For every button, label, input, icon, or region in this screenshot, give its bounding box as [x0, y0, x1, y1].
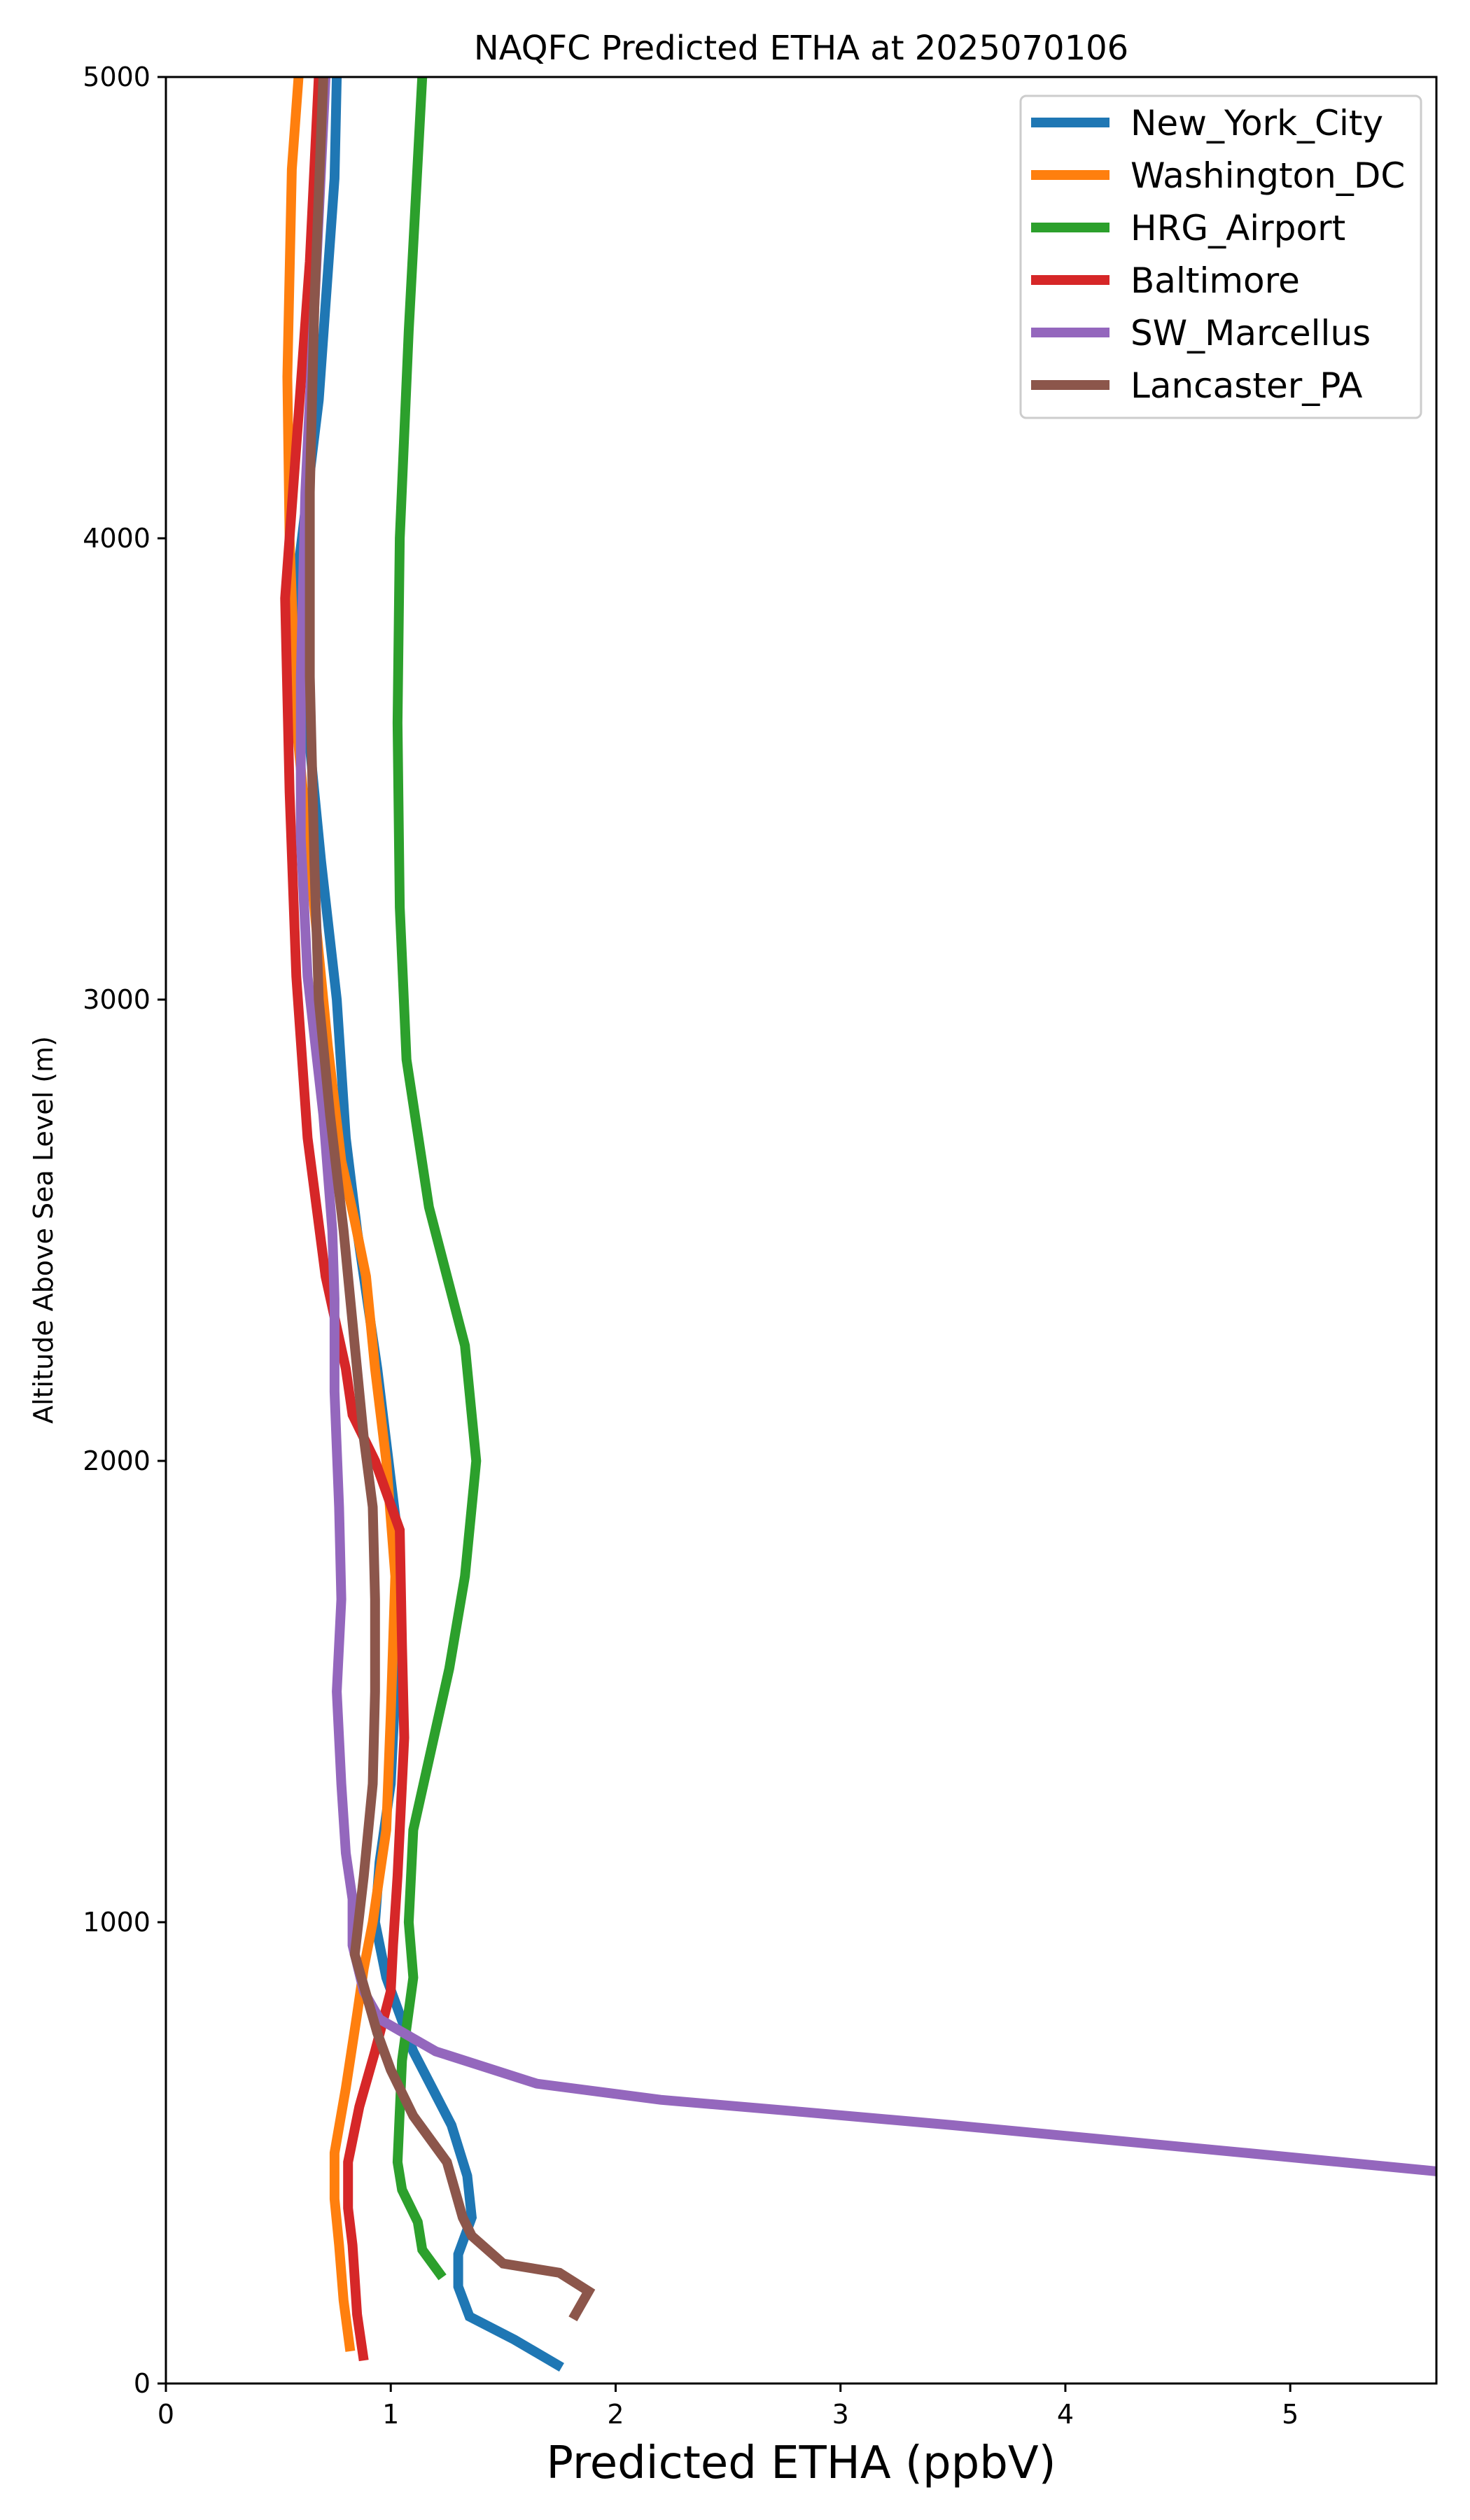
plot-frame — [164, 76, 1438, 2385]
series-line-lancaster-pa — [304, 77, 596, 2322]
x-tick-label: 4 — [1057, 2399, 1074, 2430]
y-axis: 0 1000 2000 3000 4000 5000 — [83, 62, 166, 2399]
legend-box — [1019, 94, 1422, 419]
chart-title: NAQFC Predicted ETHA at 2025070106 — [474, 29, 1128, 68]
x-tick-label: 1 — [382, 2399, 399, 2430]
legend: New_York_City Washington_DC HRG_Airport Bal… — [1019, 94, 1422, 419]
x-tick-label: 5 — [1282, 2399, 1298, 2430]
x-tick-label: 2 — [607, 2399, 624, 2430]
series-line-hrg-airport — [392, 77, 482, 2281]
y-axis-label: Altitude Above Sea Level (m) — [28, 1036, 59, 1424]
legend-label: New_York_City — [1130, 103, 1383, 144]
legend-label: Washington_DC — [1130, 155, 1405, 196]
y-tick-label: 3000 — [83, 984, 150, 1015]
series-line-sw-marcellus — [295, 77, 1436, 2176]
series-line-baltimore — [280, 77, 410, 2362]
y-tick-label: 1000 — [83, 1907, 150, 1938]
x-axis-label: Predicted ETHA (ppbV) — [546, 2437, 1056, 2489]
series-layer — [280, 77, 1436, 2372]
x-axis: 0 1 2 3 4 5 — [158, 2384, 1298, 2430]
x-tick-label: 3 — [832, 2399, 849, 2430]
y-tick-label: 5000 — [83, 62, 150, 92]
y-tick-label: 2000 — [83, 1446, 150, 1476]
x-tick-label: 0 — [158, 2399, 174, 2430]
legend-label: HRG_Airport — [1130, 208, 1345, 248]
y-tick-label: 0 — [134, 2368, 150, 2399]
y-tick-label: 4000 — [83, 523, 150, 554]
legend-label: SW_Marcellus — [1130, 313, 1371, 354]
legend-label: Baltimore — [1130, 260, 1300, 301]
legend-label: Lancaster_PA — [1130, 365, 1362, 406]
